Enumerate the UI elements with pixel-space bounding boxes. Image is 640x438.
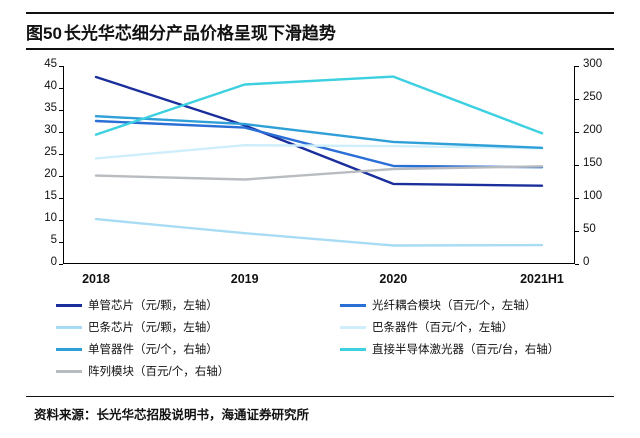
legend-item-label: 单管芯片（元/颗，左轴） — [88, 300, 218, 312]
x-axis-tick-label: 2019 — [230, 272, 259, 286]
x-axis-tick-label: 2020 — [379, 272, 408, 286]
legend-item-label: 单管器件（元/个，右轴） — [88, 344, 218, 356]
series-line — [94, 75, 544, 187]
y-axis-left-tick-label: 25 — [44, 146, 57, 158]
legend-color-swatch — [340, 325, 366, 329]
y-axis-right-tick — [575, 198, 579, 199]
chart-plot-area — [63, 66, 575, 264]
y-axis-left-tick-label: 20 — [44, 168, 57, 180]
y-axis-right — [574, 66, 575, 264]
x-axis-tick-label: 2021H1 — [520, 272, 564, 286]
y-axis-right-tick — [575, 264, 579, 265]
legend-item: 阵列模块（百元/个，右轴） — [56, 363, 229, 379]
y-axis-right-tick-label: 150 — [583, 157, 603, 169]
series-line — [94, 165, 544, 181]
y-axis-left-tick — [59, 88, 63, 89]
page-title: 长光华芯细分产品价格呈现下滑趋势 — [63, 23, 336, 43]
y-axis-right-tick-label: 200 — [583, 124, 603, 136]
x-axis-tick-label: 2018 — [82, 272, 110, 286]
chart-legend: 单管芯片（元/颗，左轴） 光纤耦合模块（百元/个，左轴） 巴条芯片（元/颗，左轴） 巴… — [34, 297, 606, 387]
source-divider — [26, 396, 614, 397]
y-axis-left-tick — [59, 110, 63, 111]
y-axis-right-tick — [575, 99, 579, 100]
source-note: 资料来源：长光华芯招股说明书，海通证券研究所 — [34, 408, 310, 422]
legend-color-swatch — [56, 303, 82, 307]
y-axis-right-tick-label: 50 — [583, 223, 596, 235]
legend-item-label: 巴条芯片（元/颗，左轴） — [88, 322, 218, 334]
legend-item-label: 阵列模块（百元/个，右轴） — [88, 366, 230, 378]
y-axis-left-tick — [59, 242, 63, 243]
legend-item-label: 光纤耦合模块（百元/个，左轴） — [372, 300, 537, 312]
chart-lines — [94, 75, 544, 247]
y-axis-left-tick-label: 40 — [44, 80, 57, 92]
y-axis-left-tick — [59, 154, 63, 155]
y-axis-left-tick-label: 5 — [50, 234, 57, 246]
y-axis-left-tick — [59, 132, 63, 133]
legend-color-swatch — [56, 325, 82, 329]
legend-item-label: 直接半导体激光器（百元/台，右轴） — [372, 344, 560, 356]
y-axis-right-tick — [575, 66, 579, 67]
legend-color-swatch — [56, 369, 82, 373]
y-axis-left-tick-label: 10 — [44, 212, 57, 224]
y-axis-left-tick-label: 0 — [50, 256, 57, 268]
y-axis-left — [63, 66, 64, 264]
series-line — [94, 217, 544, 247]
y-axis-right-tick-label: 0 — [583, 256, 590, 268]
legend-item: 单管芯片（元/颗，左轴） — [56, 297, 218, 313]
legend-item: 单管器件（元/个，右轴） — [56, 341, 218, 357]
legend-item: 巴条器件（百元/个，左轴） — [340, 319, 513, 335]
y-axis-right-tick — [575, 165, 579, 166]
y-axis-right-tick-label: 250 — [583, 91, 603, 103]
legend-item: 巴条芯片（元/颗，左轴） — [56, 319, 218, 335]
chart-title-number: 图50 — [26, 23, 62, 43]
y-axis-left-tick-label: 15 — [44, 190, 57, 202]
legend-color-swatch — [340, 347, 366, 351]
y-axis-left-tick — [59, 220, 63, 221]
series-line — [94, 75, 544, 136]
y-axis-right-tick-label: 300 — [583, 58, 603, 70]
y-axis-right-tick-label: 100 — [583, 190, 603, 202]
legend-item-label: 巴条器件（百元/个，左轴） — [372, 322, 514, 334]
legend-color-swatch — [56, 347, 82, 351]
legend-item: 直接半导体激光器（百元/台，右轴） — [340, 341, 559, 357]
y-axis-left-tick — [59, 264, 63, 265]
legend-color-swatch — [340, 303, 366, 307]
x-axis — [63, 263, 575, 264]
y-axis-left-tick — [59, 198, 63, 199]
y-axis-right-tick — [575, 132, 579, 133]
legend-item: 光纤耦合模块（百元/个，左轴） — [340, 297, 536, 313]
y-axis-right-tick — [575, 231, 579, 232]
y-axis-left-tick-label: 30 — [44, 124, 57, 136]
y-axis-left-tick — [59, 66, 63, 67]
series-line — [94, 143, 544, 160]
chart-title-bar: 图50 长光华芯细分产品价格呈现下滑趋势 — [26, 12, 614, 50]
series-line — [94, 115, 544, 150]
y-axis-left-tick-label: 35 — [44, 102, 57, 114]
y-axis-left-tick — [59, 176, 63, 177]
y-axis-left-tick-label: 45 — [44, 58, 57, 70]
